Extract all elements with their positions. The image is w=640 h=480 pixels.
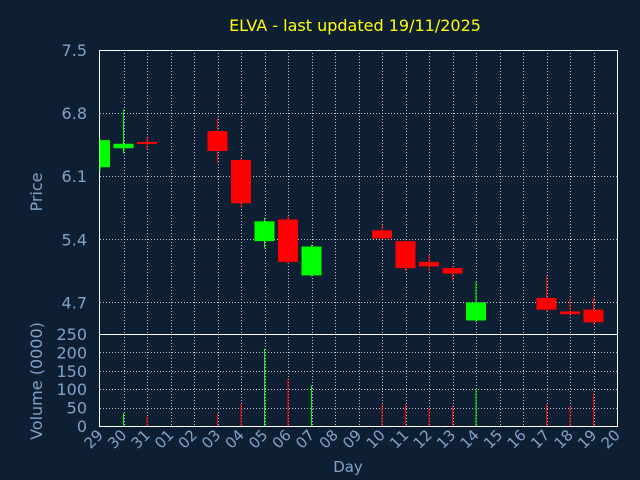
price-axis-label: Price (27, 172, 46, 211)
price-tick-labels: 7.5 6.8 6.1 5.4 4.7 (62, 41, 87, 312)
x-axis-label: Day (333, 458, 363, 476)
candle-body (137, 141, 157, 144)
price-tick-label: 6.1 (62, 167, 87, 186)
volume-tick-label: 200 (56, 343, 87, 362)
candle-body (254, 221, 275, 242)
x-tick-label: 19 (574, 426, 600, 452)
x-tick-label: 20 (598, 426, 624, 452)
x-tick-label: 08 (316, 426, 342, 452)
x-tick-label: 09 (339, 426, 365, 452)
chart-title: ELVA - last updated 19/11/2025 (229, 16, 481, 35)
x-tick-label: 03 (198, 426, 224, 452)
candle-body (231, 159, 251, 204)
candle-body (583, 309, 604, 323)
price-plot-frame (99, 50, 618, 335)
x-tick-label: 15 (480, 426, 506, 452)
volume-tick-label: 150 (56, 362, 87, 381)
x-tick-label: 06 (269, 426, 295, 452)
x-tick-label: 07 (292, 426, 318, 452)
x-tick-label: 02 (175, 426, 201, 452)
grid (100, 50, 617, 426)
volume-tick-label: 250 (56, 325, 87, 344)
candle-body (278, 219, 298, 262)
candle-body (395, 241, 416, 269)
x-tick-label: 11 (386, 426, 412, 452)
x-tick-labels: 2930310102030405060708091011121314151617… (81, 426, 624, 452)
x-tick-label: 04 (222, 426, 248, 452)
candle-body (100, 140, 110, 168)
volume-tick-label: 0 (77, 417, 87, 436)
candle-body (301, 246, 322, 276)
volume-plot-frame (99, 334, 618, 427)
volume-axis-label: Volume (0000) (27, 322, 46, 440)
x-tick-label: 13 (433, 426, 459, 452)
candle-body (536, 297, 557, 310)
volume-tick-label: 100 (56, 380, 87, 399)
x-tick-label: 10 (363, 426, 389, 452)
candle-body (560, 311, 580, 315)
candle-body (372, 230, 392, 239)
x-tick-label: 17 (527, 426, 553, 452)
candle-body (113, 143, 134, 149)
price-tick-label: 5.4 (62, 230, 87, 249)
candle-body (442, 268, 463, 274)
price-tick-label: 6.8 (62, 104, 87, 123)
x-tick-label: 31 (128, 426, 154, 452)
x-tick-label: 05 (245, 426, 271, 452)
candle-body (419, 261, 439, 267)
candle-body (466, 302, 486, 321)
price-tick-label: 4.7 (62, 293, 87, 312)
volume-series (123, 348, 594, 426)
x-tick-label: 30 (104, 426, 130, 452)
volume-tick-label: 50 (67, 399, 87, 418)
candlestick-series (99, 109, 604, 325)
price-tick-label: 7.5 (62, 41, 87, 60)
candle-body (207, 131, 228, 151)
x-tick-label: 18 (551, 426, 577, 452)
x-tick-label: 01 (151, 426, 177, 452)
x-tick-label: 14 (457, 426, 483, 452)
x-tick-label: 12 (410, 426, 436, 452)
x-tick-label: 16 (504, 426, 530, 452)
